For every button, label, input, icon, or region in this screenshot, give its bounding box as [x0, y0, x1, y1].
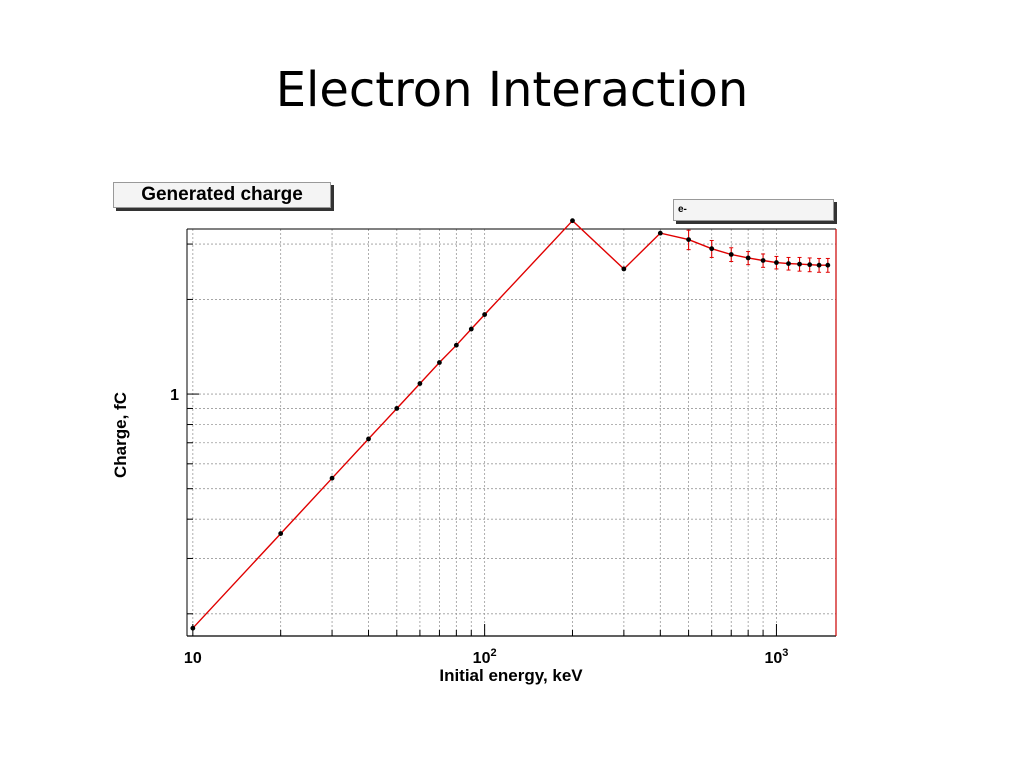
- data-point: [686, 237, 691, 242]
- data-point: [797, 261, 802, 267]
- data-point: [816, 262, 822, 268]
- chart-title: Generated charge: [113, 182, 331, 208]
- data-point: [745, 255, 751, 261]
- data-point: [786, 261, 791, 267]
- data-point: [453, 342, 459, 348]
- x-tick-label: 102: [473, 647, 497, 667]
- marker-layer: [190, 218, 831, 631]
- data-point: [709, 246, 715, 252]
- grid-layer: [187, 229, 836, 636]
- data-point: [621, 266, 627, 272]
- data-point: [468, 326, 474, 332]
- data-point: [482, 312, 488, 317]
- data-point: [657, 230, 663, 236]
- data-point: [366, 436, 371, 442]
- data-point: [825, 262, 831, 268]
- data-point: [329, 475, 335, 481]
- data-point: [570, 218, 575, 224]
- x-axis-title: Initial energy, keV: [439, 666, 583, 685]
- data-point: [807, 262, 813, 268]
- data-point: [774, 260, 779, 265]
- data-point: [417, 381, 423, 386]
- slide-title: Electron Interaction: [275, 62, 749, 118]
- data-point: [190, 625, 196, 631]
- legend: e-: [673, 199, 834, 221]
- y-axis-title: Charge, fC: [111, 392, 130, 478]
- legend-entry-e-minus: e-: [678, 204, 687, 215]
- tick-label-layer: 10 102 103 1: [170, 387, 788, 667]
- data-point: [278, 531, 284, 536]
- data-point: [760, 258, 766, 263]
- x-tick-label: 10: [184, 650, 202, 667]
- data-point: [728, 252, 734, 257]
- data-point: [437, 360, 442, 365]
- x-tick-label: 103: [764, 647, 788, 667]
- data-point: [394, 406, 400, 411]
- y-tick-label: 1: [170, 387, 179, 404]
- plot-frame: [186, 228, 837, 637]
